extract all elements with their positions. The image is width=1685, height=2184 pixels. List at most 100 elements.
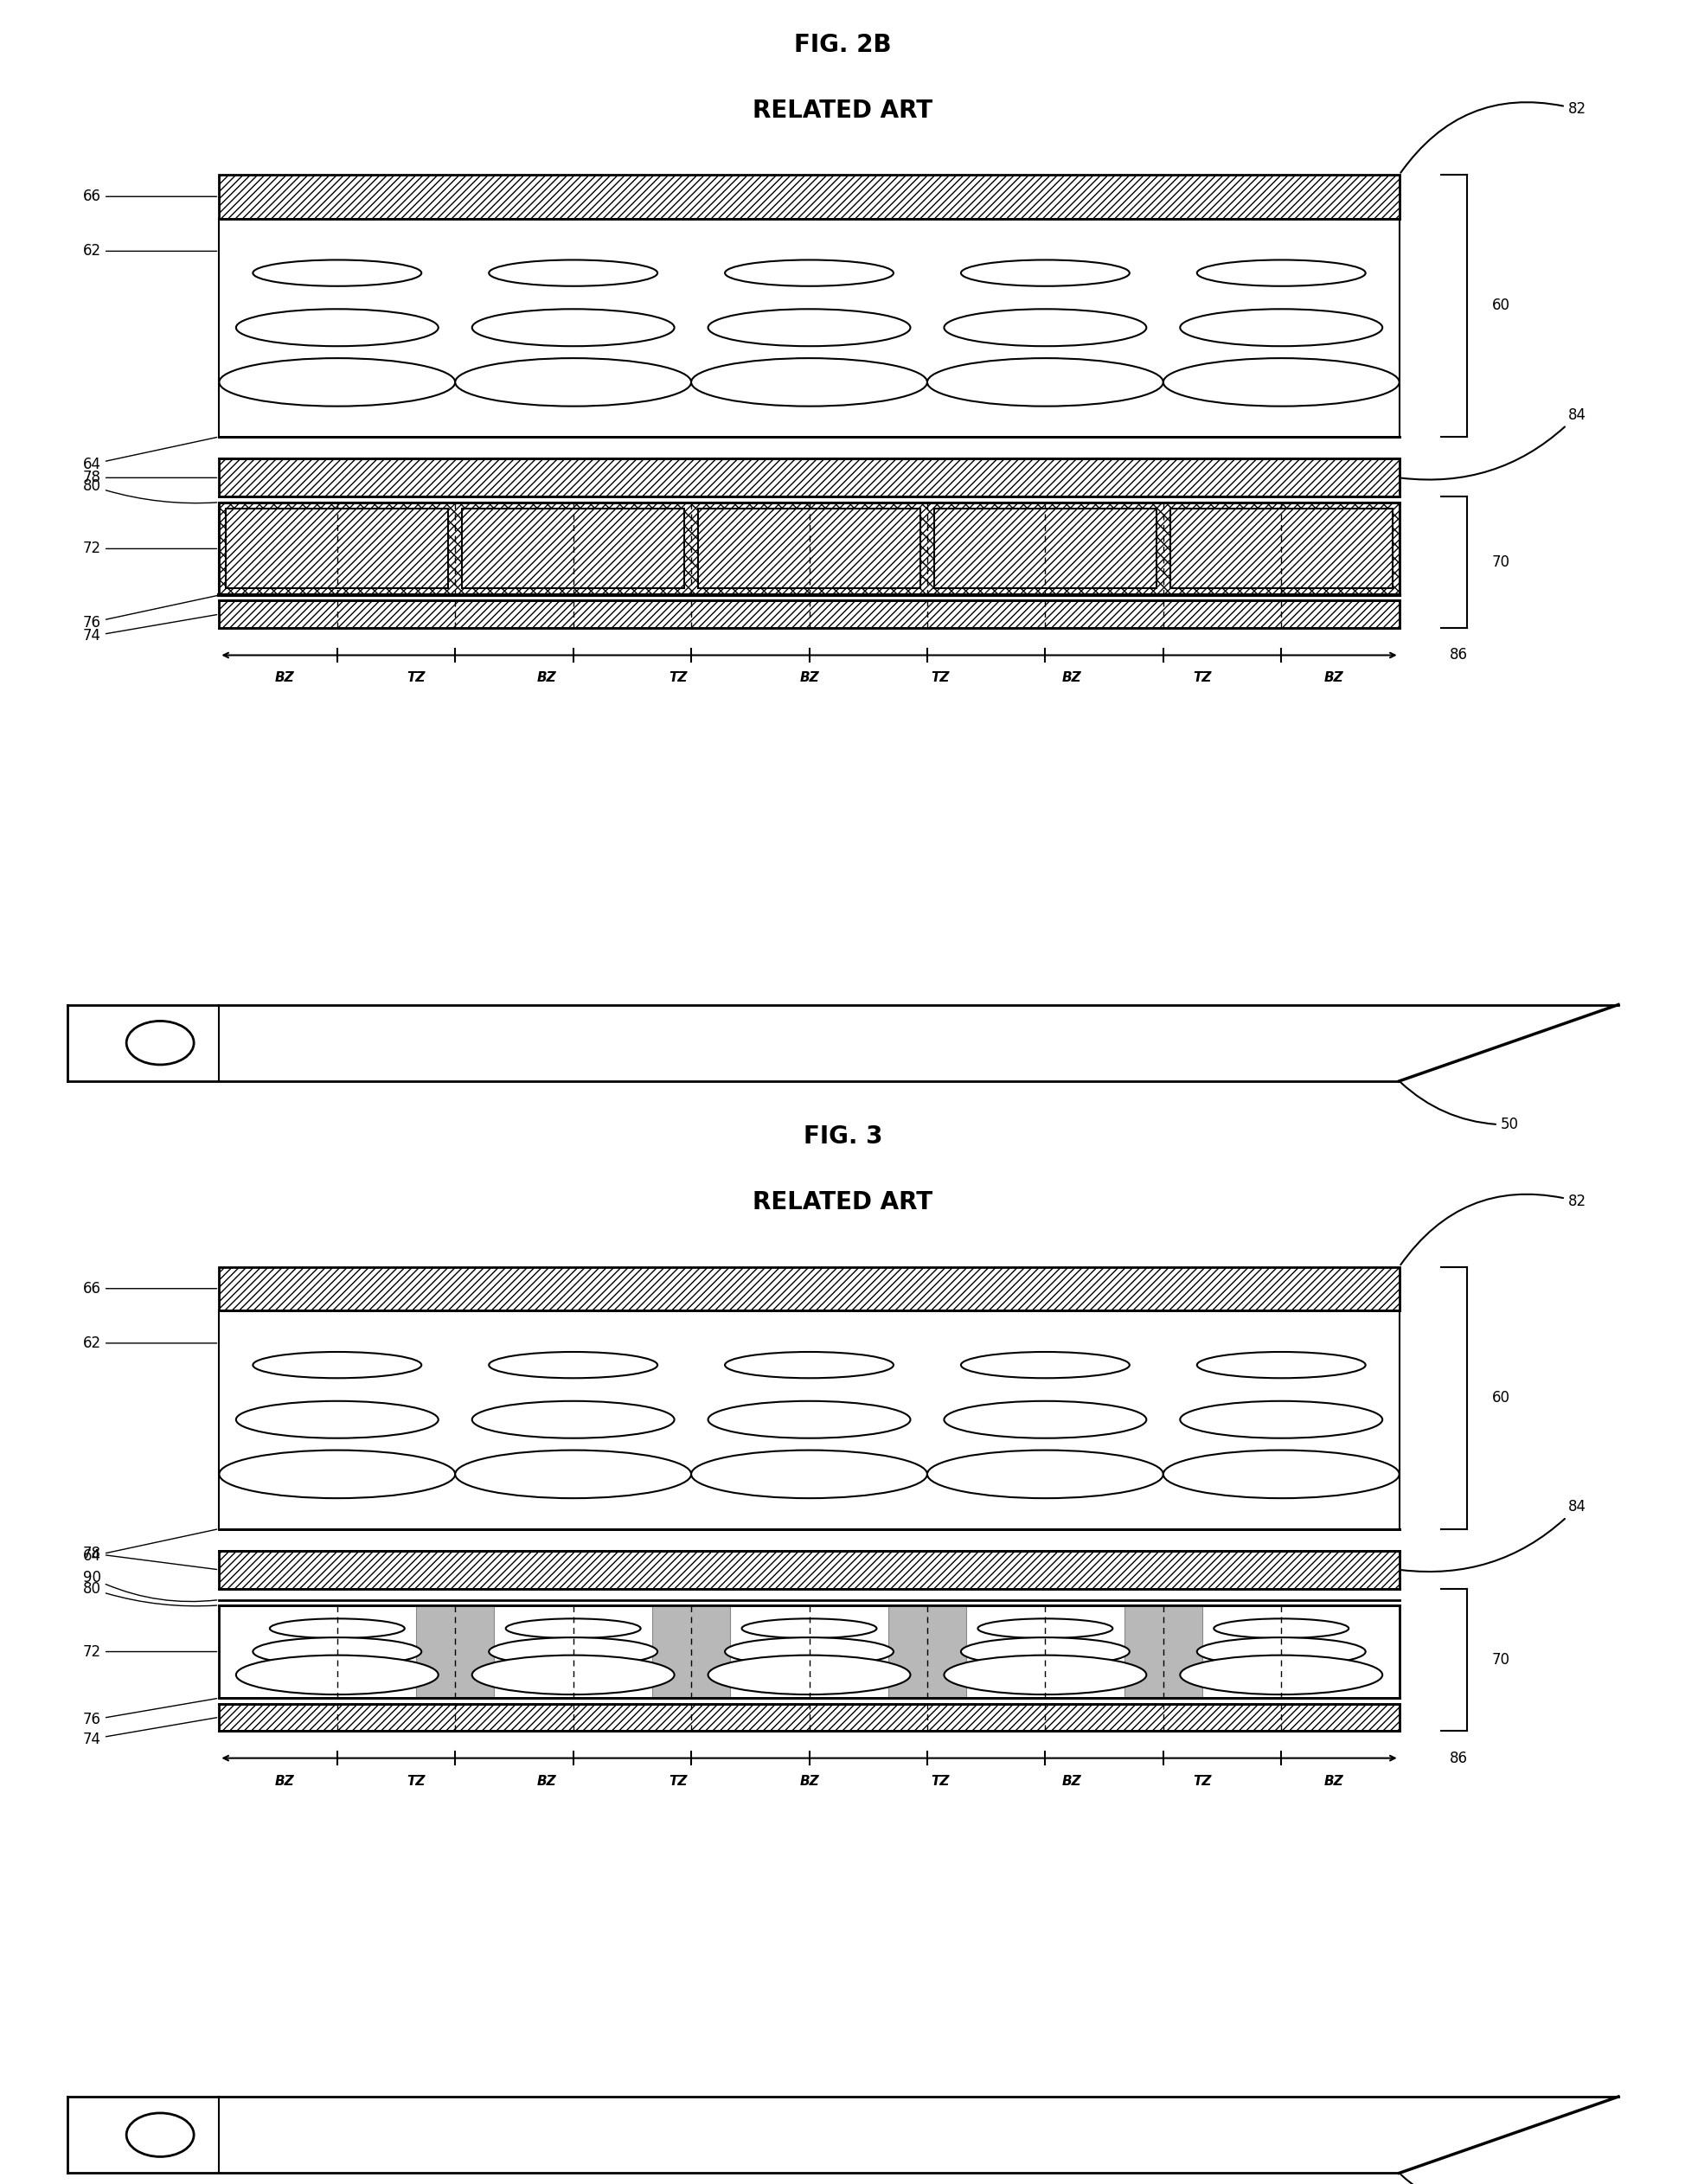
Text: BZ: BZ	[799, 673, 819, 684]
Text: 90: 90	[83, 1570, 217, 1601]
Bar	[652, 1605, 730, 1699]
Text: BZ: BZ	[1323, 1773, 1343, 1787]
Text: BZ: BZ	[799, 1773, 819, 1787]
Text: 78: 78	[83, 470, 217, 485]
Ellipse shape	[1196, 1352, 1365, 1378]
Ellipse shape	[489, 1352, 657, 1378]
Ellipse shape	[236, 1402, 438, 1437]
Bar	[219, 459, 1399, 496]
Text: TZ: TZ	[1193, 1773, 1212, 1787]
Text: 70: 70	[1491, 1651, 1510, 1669]
Ellipse shape	[1180, 308, 1382, 345]
Bar	[933, 509, 1156, 587]
Bar	[1124, 1605, 1201, 1699]
Bar	[219, 502, 1399, 594]
Text: 50: 50	[1400, 1083, 1518, 1133]
Ellipse shape	[1180, 1402, 1382, 1437]
Bar	[416, 1605, 494, 1699]
Ellipse shape	[944, 1655, 1146, 1695]
Ellipse shape	[960, 1352, 1129, 1378]
Text: 62: 62	[83, 1334, 217, 1352]
Text: BZ: BZ	[1062, 673, 1080, 684]
Text: 84: 84	[1400, 1498, 1586, 1572]
Ellipse shape	[725, 260, 893, 286]
Text: 72: 72	[83, 542, 217, 557]
Ellipse shape	[725, 1352, 893, 1378]
Ellipse shape	[708, 1402, 910, 1437]
Ellipse shape	[1163, 358, 1399, 406]
Text: 72: 72	[83, 1645, 217, 1660]
Bar	[462, 509, 684, 587]
Ellipse shape	[960, 260, 1129, 286]
Ellipse shape	[960, 1638, 1129, 1666]
Text: TZ: TZ	[669, 1773, 687, 1787]
Text: 60: 60	[1491, 1389, 1510, 1406]
Bar	[219, 1704, 1399, 1730]
Text: 74: 74	[83, 1717, 217, 1747]
Text: 82: 82	[1400, 1192, 1586, 1265]
Ellipse shape	[236, 1655, 438, 1695]
Circle shape	[126, 2114, 194, 2158]
Ellipse shape	[927, 1450, 1163, 1498]
Text: 66: 66	[83, 1280, 217, 1297]
Text: TZ: TZ	[930, 673, 949, 684]
Ellipse shape	[472, 1402, 674, 1437]
Ellipse shape	[253, 1352, 421, 1378]
Ellipse shape	[455, 1450, 691, 1498]
Ellipse shape	[944, 1402, 1146, 1437]
Text: FIG. 3: FIG. 3	[804, 1125, 881, 1149]
Text: 60: 60	[1491, 297, 1510, 314]
Text: FIG. 2B: FIG. 2B	[794, 33, 891, 57]
Ellipse shape	[691, 1450, 927, 1498]
Ellipse shape	[253, 1638, 421, 1666]
Ellipse shape	[725, 1638, 893, 1666]
Text: 50: 50	[1400, 2175, 1518, 2184]
Ellipse shape	[691, 358, 927, 406]
Bar	[219, 601, 1399, 629]
Ellipse shape	[977, 1618, 1112, 1638]
Ellipse shape	[708, 1655, 910, 1695]
Text: BZ: BZ	[538, 673, 556, 684]
Text: 62: 62	[83, 242, 217, 260]
Ellipse shape	[270, 1618, 404, 1638]
Ellipse shape	[1196, 260, 1365, 286]
Circle shape	[126, 1020, 194, 1064]
Ellipse shape	[1163, 1450, 1399, 1498]
Text: 86: 86	[1449, 646, 1468, 664]
Bar	[219, 175, 1399, 218]
Text: BZ: BZ	[1062, 1773, 1080, 1787]
Ellipse shape	[1180, 1655, 1382, 1695]
Text: RELATED ART: RELATED ART	[753, 1190, 932, 1214]
Text: 84: 84	[1400, 406, 1586, 480]
Text: TZ: TZ	[406, 673, 425, 684]
Text: TZ: TZ	[1193, 673, 1212, 684]
Bar	[698, 509, 920, 587]
Ellipse shape	[708, 308, 910, 345]
Ellipse shape	[1213, 1618, 1348, 1638]
Ellipse shape	[927, 358, 1163, 406]
Ellipse shape	[236, 308, 438, 345]
Text: 78: 78	[83, 1546, 217, 1570]
Ellipse shape	[944, 308, 1146, 345]
Text: 64: 64	[83, 437, 217, 472]
Text: 80: 80	[83, 1581, 217, 1605]
Ellipse shape	[219, 358, 455, 406]
Text: TZ: TZ	[930, 1773, 949, 1787]
Text: 76: 76	[83, 1699, 217, 1728]
Text: TZ: TZ	[406, 1773, 425, 1787]
Text: 82: 82	[1400, 100, 1586, 173]
Bar	[219, 1605, 1399, 1699]
Text: 76: 76	[83, 596, 217, 631]
Bar	[226, 509, 448, 587]
Text: 80: 80	[83, 478, 217, 502]
Ellipse shape	[472, 1655, 674, 1695]
Bar	[219, 502, 1399, 594]
Text: BZ: BZ	[538, 1773, 556, 1787]
Ellipse shape	[489, 1638, 657, 1666]
Text: BZ: BZ	[275, 673, 295, 684]
Ellipse shape	[219, 1450, 455, 1498]
Text: RELATED ART: RELATED ART	[753, 98, 932, 122]
Text: BZ: BZ	[1323, 673, 1343, 684]
Text: 66: 66	[83, 188, 217, 205]
Ellipse shape	[1196, 1638, 1365, 1666]
